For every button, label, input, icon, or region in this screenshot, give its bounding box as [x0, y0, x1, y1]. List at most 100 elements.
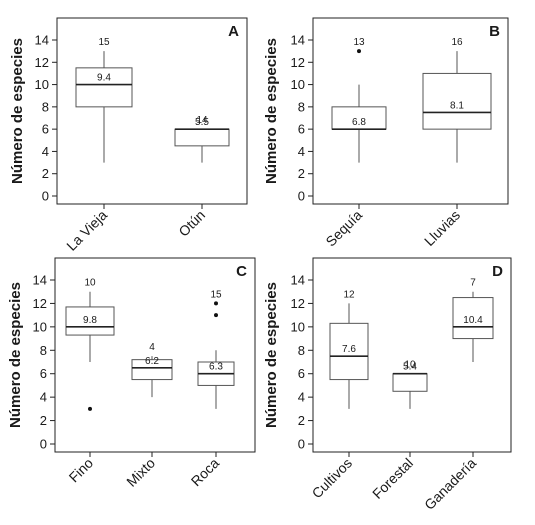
y-tick-label: 2	[42, 166, 49, 181]
outlier-point	[357, 49, 361, 54]
panel-d: D 0 2 4 6 8 10 12 14 Número de especies 12 7.6 Culti…	[263, 257, 512, 513]
panel-letter: D	[492, 263, 503, 280]
panel-letter: A	[228, 23, 239, 40]
y-tick-label: 4	[40, 390, 47, 405]
iqr-box	[131, 359, 173, 381]
box-cultivos: 12 7.6 Cultivos	[309, 289, 369, 502]
mean-annotation: 6.8	[352, 117, 366, 128]
iqr-box	[65, 306, 115, 336]
box-roca: 15 6.3 Roca	[188, 289, 235, 490]
y-tick-label: 10	[35, 77, 49, 92]
y-tick-label: 0	[40, 437, 47, 452]
y-tick-label: 0	[42, 189, 49, 204]
panel-a: A 0 2 4 6 8 10 12 14 Número de especies 15 9.4 La Vi…	[9, 17, 248, 254]
y-tick-label: 12	[291, 296, 305, 311]
max-annotation: 10	[84, 278, 96, 289]
y-tick-label: 2	[298, 413, 305, 428]
x-tick-label: Mixto	[123, 455, 158, 490]
y-axis-label: Número de especies	[263, 38, 280, 184]
x-tick-label: La Vieja	[63, 207, 110, 254]
y-tick-label: 14	[291, 33, 305, 48]
y-tick-label: 6	[298, 122, 305, 137]
y-tick-label: 4	[298, 144, 305, 159]
panel-c: C 0 2 4 6 8 10 12 14 Número de especies 10 9.8 Fino 4…	[7, 257, 256, 490]
box-lluvias: 16 8.1 Lluvias	[421, 37, 492, 249]
y-tick-label: 8	[40, 343, 47, 358]
y-axis-label: Número de especies	[7, 282, 24, 428]
box-forestal: 105.4 Forestal	[369, 360, 428, 502]
y-tick-label: 10	[291, 319, 305, 334]
outlier-point	[88, 406, 92, 411]
mean-annotation: 10.4	[463, 315, 483, 326]
x-tick-label: Fino	[66, 455, 97, 486]
max-annotation: 10	[404, 360, 416, 371]
box-mixto: 4 6.2 Mixto	[123, 342, 173, 490]
x-tick-label: Lluvias	[421, 207, 463, 249]
y-tick-label: 2	[298, 166, 305, 181]
y-tick-label: 12	[35, 55, 49, 70]
outlier-point	[214, 313, 218, 318]
box-otún: 145.5 Otún	[174, 115, 230, 240]
y-tick-label: 6	[298, 366, 305, 381]
max-annotation: 4	[149, 342, 155, 353]
max-annotation: 16	[451, 37, 463, 48]
plot-frame	[56, 17, 248, 205]
iqr-box	[174, 128, 230, 147]
box-la vieja: 15 9.4 La Vieja	[63, 37, 133, 254]
y-tick-label: 14	[35, 33, 49, 48]
box-ganadería: 7 10.4 Ganadería	[421, 278, 494, 513]
mean-annotation: 9.4	[97, 73, 111, 84]
x-tick-label: Otún	[175, 207, 208, 240]
y-tick-label: 6	[40, 366, 47, 381]
panel-b: B 0 2 4 6 8 10 12 14 Número de especies 13 6.8 Sequí…	[263, 17, 509, 250]
y-tick-label: 4	[298, 390, 305, 405]
mean-annotation: 9.8	[83, 315, 97, 326]
plot-frame	[312, 257, 512, 453]
box-sequía: 13 6.8 Sequía	[322, 37, 387, 250]
y-tick-label: 8	[298, 99, 305, 114]
mean-annotation: 5.5	[195, 117, 209, 128]
y-tick-label: 12	[33, 296, 47, 311]
iqr-box	[75, 67, 133, 108]
mean-annotation: 6.2	[145, 356, 159, 367]
iqr-box	[392, 373, 428, 392]
plot-frame	[312, 17, 509, 205]
y-tick-label: 8	[42, 99, 49, 114]
outlier-point	[214, 301, 218, 306]
panel-letter: C	[236, 263, 247, 280]
y-tick-label: 4	[42, 144, 49, 159]
y-tick-label: 0	[298, 189, 305, 204]
max-annotation: 12	[343, 289, 355, 300]
max-annotation: 14	[196, 115, 208, 126]
y-tick-label: 14	[291, 273, 305, 288]
iqr-box	[329, 322, 369, 381]
iqr-box	[422, 72, 492, 130]
y-tick-label: 14	[33, 273, 47, 288]
max-annotation: 15	[98, 37, 110, 48]
plot-frame	[54, 257, 256, 453]
y-tick-label: 2	[40, 413, 47, 428]
mean-annotation: 5.4	[403, 362, 417, 373]
x-tick-label: Ganadería	[421, 455, 479, 513]
y-tick-label: 6	[42, 122, 49, 137]
y-axis-label: Número de especies	[263, 282, 280, 428]
x-tick-label: Roca	[188, 455, 223, 490]
mean-annotation: 7.6	[342, 344, 356, 355]
mean-annotation: 6.3	[209, 362, 223, 373]
mean-annotation: 8.1	[450, 100, 464, 111]
panel-letter: B	[489, 23, 500, 40]
max-annotation: 13	[353, 37, 365, 48]
y-tick-label: 10	[33, 319, 47, 334]
x-tick-label: Forestal	[369, 455, 416, 502]
y-tick-label: 10	[291, 77, 305, 92]
y-tick-label: 8	[298, 343, 305, 358]
y-axis-label: Número de especies	[9, 38, 26, 184]
box-fino: 10 9.8 Fino	[65, 278, 115, 486]
max-annotation: 15	[210, 289, 222, 300]
x-tick-label: Sequía	[322, 207, 365, 250]
max-annotation: 7	[470, 278, 476, 289]
x-tick-label: Cultivos	[309, 455, 356, 502]
y-tick-label: 12	[291, 55, 305, 70]
y-tick-label: 0	[298, 437, 305, 452]
